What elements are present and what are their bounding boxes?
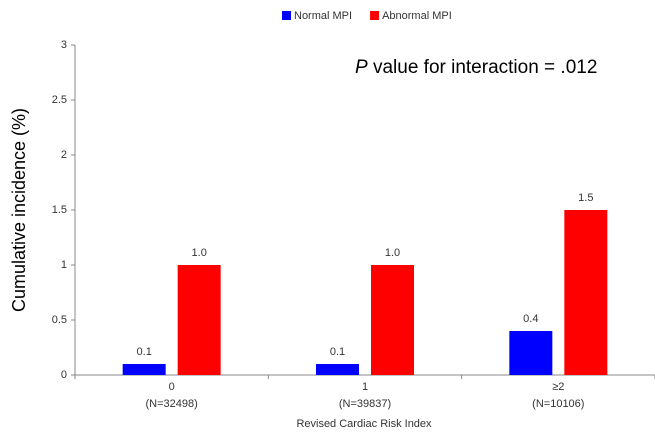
y-tick-label: 1.5: [52, 204, 67, 216]
annotation-italic: P: [355, 57, 368, 78]
x-tick-label: ≥2: [552, 381, 564, 393]
x-tick-label: 1: [362, 381, 368, 393]
bar: [564, 210, 608, 375]
value-label: 1.0: [192, 247, 207, 259]
annotation-text: value for interaction = .012: [368, 57, 598, 78]
bar: [316, 364, 359, 375]
x-tick-label: (N=10106): [532, 398, 584, 410]
x-tick-label: (N=32498): [146, 398, 198, 410]
annotation: P value for interaction = .012: [355, 57, 597, 78]
y-tick-label: 0: [61, 369, 67, 381]
value-label: 1.5: [578, 192, 593, 204]
y-tick-label: 2: [61, 149, 67, 161]
x-tick-label: (N=39837): [339, 398, 391, 410]
value-label: 0.1: [137, 346, 152, 358]
y-tick-label: 2.5: [52, 94, 67, 106]
legend-swatch: [370, 11, 380, 20]
legend-label: Normal MPI: [294, 10, 352, 22]
bar: [371, 265, 414, 375]
bar: [509, 331, 553, 375]
bar: [177, 265, 221, 375]
x-axis-title: Revised Cardiac Risk Index: [296, 418, 432, 430]
y-tick-label: 3: [61, 39, 67, 51]
y-tick-label: 0.5: [52, 314, 67, 326]
y-axis-title: Cumulative incidence (%): [9, 108, 29, 312]
value-label: 0.1: [330, 346, 345, 358]
bar: [122, 364, 166, 375]
x-tick-label: 0: [169, 381, 175, 393]
value-label: 0.4: [523, 313, 538, 325]
legend-swatch: [282, 11, 291, 20]
value-label: 1.0: [385, 247, 400, 259]
legend-label: Abnormal MPI: [382, 10, 452, 22]
y-tick-label: 1: [61, 259, 67, 271]
